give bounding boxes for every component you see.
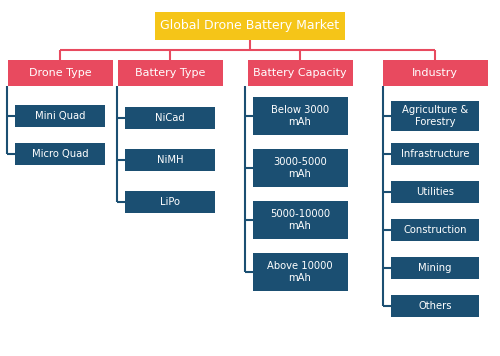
FancyBboxPatch shape xyxy=(252,253,348,291)
Text: Construction: Construction xyxy=(403,225,467,235)
Text: 5000-10000
mAh: 5000-10000 mAh xyxy=(270,209,330,231)
Text: Industry: Industry xyxy=(412,68,458,78)
Text: Mining: Mining xyxy=(418,263,452,273)
FancyBboxPatch shape xyxy=(15,105,105,127)
FancyBboxPatch shape xyxy=(125,191,215,213)
Text: NiCad: NiCad xyxy=(155,113,185,123)
Text: Agriculture &
Forestry: Agriculture & Forestry xyxy=(402,105,468,127)
FancyBboxPatch shape xyxy=(391,101,479,131)
FancyBboxPatch shape xyxy=(391,295,479,317)
FancyBboxPatch shape xyxy=(125,107,215,129)
Text: Others: Others xyxy=(418,301,452,311)
FancyBboxPatch shape xyxy=(248,60,352,86)
Text: Battery Capacity: Battery Capacity xyxy=(253,68,347,78)
FancyBboxPatch shape xyxy=(125,149,215,171)
FancyBboxPatch shape xyxy=(252,149,348,187)
Text: Battery Type: Battery Type xyxy=(135,68,205,78)
FancyBboxPatch shape xyxy=(252,97,348,135)
Text: 3000-5000
mAh: 3000-5000 mAh xyxy=(273,157,327,179)
FancyBboxPatch shape xyxy=(391,219,479,241)
Text: Mini Quad: Mini Quad xyxy=(35,111,85,121)
FancyBboxPatch shape xyxy=(252,201,348,239)
FancyBboxPatch shape xyxy=(391,143,479,165)
FancyBboxPatch shape xyxy=(391,257,479,279)
Text: Drone Type: Drone Type xyxy=(28,68,92,78)
FancyBboxPatch shape xyxy=(15,143,105,165)
FancyBboxPatch shape xyxy=(155,12,345,40)
Text: Global Drone Battery Market: Global Drone Battery Market xyxy=(160,20,340,32)
Text: Above 10000
mAh: Above 10000 mAh xyxy=(267,261,333,283)
Text: Utilities: Utilities xyxy=(416,187,454,197)
Text: NiMH: NiMH xyxy=(157,155,183,165)
FancyBboxPatch shape xyxy=(8,60,113,86)
FancyBboxPatch shape xyxy=(391,181,479,203)
Text: Micro Quad: Micro Quad xyxy=(32,149,88,159)
Text: LiPo: LiPo xyxy=(160,197,180,207)
Text: Infrastructure: Infrastructure xyxy=(401,149,469,159)
FancyBboxPatch shape xyxy=(118,60,222,86)
FancyBboxPatch shape xyxy=(382,60,488,86)
Text: Below 3000
mAh: Below 3000 mAh xyxy=(271,105,329,127)
